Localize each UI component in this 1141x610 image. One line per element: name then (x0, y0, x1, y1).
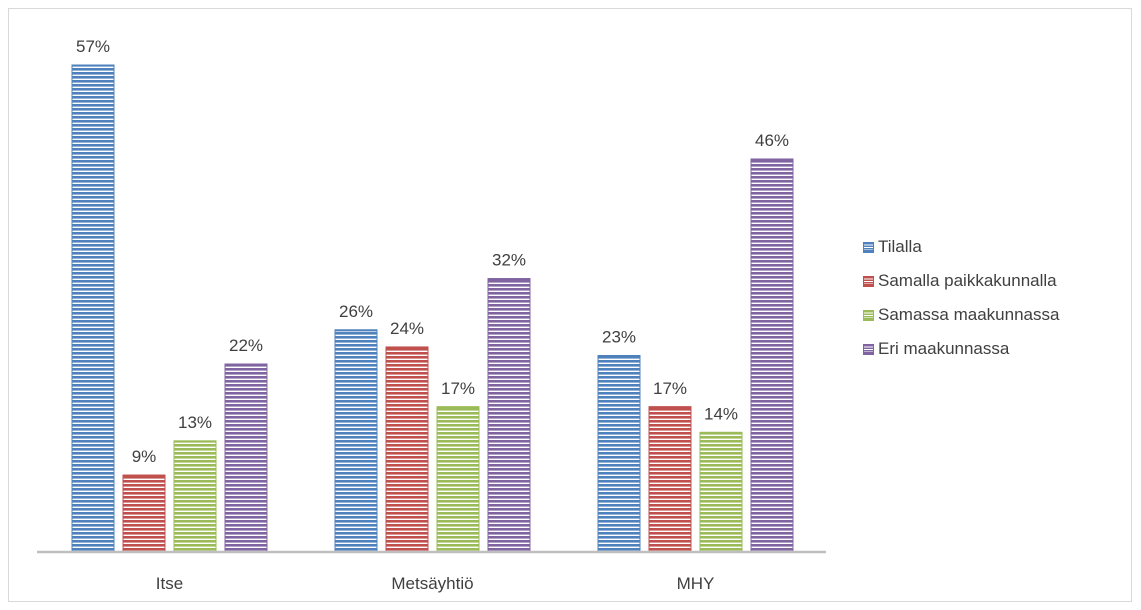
bar-mets-yhti--series-3 (436, 406, 480, 553)
legend-label: Eri maakunnassa (878, 339, 1010, 358)
value-label: 26% (339, 302, 373, 321)
legend-swatch (863, 275, 874, 287)
value-label: 13% (178, 413, 212, 432)
legend-item: Tilalla (863, 230, 1059, 264)
bar-mets-yhti--series-1 (334, 329, 378, 553)
bar-mhy-series-2 (648, 406, 692, 553)
legend: Tilalla Samalla paikkakunnalla Samassa maa… (863, 230, 1059, 366)
bars-layer (71, 64, 794, 553)
value-label: 24% (390, 319, 424, 338)
bar-mets-yhti--series-4 (487, 278, 531, 553)
value-label: 23% (602, 327, 636, 346)
value-label: 32% (492, 251, 526, 270)
legend-item: Samassa maakunnassa (863, 298, 1059, 332)
legend-swatch (863, 241, 874, 253)
value-label: 17% (441, 379, 475, 398)
legend-swatch (863, 309, 874, 321)
value-label: 9% (132, 447, 157, 466)
bar-itse-series-1 (71, 64, 115, 553)
value-label: 14% (704, 404, 738, 423)
value-labels-layer: 57% 9% 13% 22% 26% 24% 17% 32% 23% 17% 14% 46% (76, 37, 789, 466)
legend-label: Samassa maakunnassa (878, 305, 1060, 324)
bar-itse-series-3 (173, 440, 217, 553)
bar-mhy-series-4 (750, 158, 794, 553)
value-label: 22% (229, 336, 263, 355)
legend-swatch (863, 343, 874, 355)
value-label: 46% (755, 131, 789, 150)
category-label: Metsäyhtiö (391, 574, 473, 593)
legend-item: Eri maakunnassa (863, 332, 1059, 366)
bar-mhy-series-3 (699, 431, 743, 553)
legend-item: Samalla paikkakunnalla (863, 264, 1059, 298)
value-label: 17% (653, 379, 687, 398)
category-label: MHY (677, 574, 715, 593)
bar-itse-series-2 (122, 474, 166, 553)
value-label: 57% (76, 37, 110, 56)
bar-itse-series-4 (224, 363, 268, 553)
bar-mhy-series-1 (597, 354, 641, 553)
legend-label: Samalla paikkakunnalla (878, 271, 1057, 290)
category-label: Itse (156, 574, 183, 593)
category-labels-layer: Itse Metsäyhtiö MHY (156, 574, 715, 593)
legend-label: Tilalla (878, 237, 922, 256)
bar-mets-yhti--series-2 (385, 346, 429, 553)
